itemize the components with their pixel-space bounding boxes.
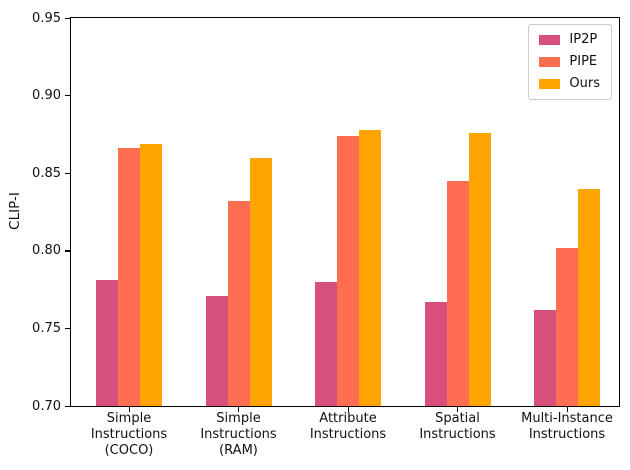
- legend-item-pipe: PIPE: [539, 55, 600, 69]
- bar-ip2p-4: [534, 309, 556, 406]
- x-tick-mark: [238, 406, 240, 412]
- bar-pipe-4: [556, 247, 578, 406]
- x-tick-label: Attribute Instructions: [309, 411, 387, 442]
- x-tick-label: Spatial Instructions: [419, 411, 496, 442]
- bar-pipe-2: [337, 135, 359, 406]
- x-tick-label: Simple Instructions (RAM): [200, 411, 277, 458]
- legend-swatch-pipe: [539, 57, 561, 67]
- y-tick-label: 0.85: [32, 165, 61, 181]
- bar-ip2p-0: [96, 280, 118, 406]
- legend: IP2P PIPE Ours: [528, 24, 612, 100]
- plot-area: IP2P PIPE Ours 0.70 0.75 0.80 0.85 0.90 0.95 Sim…: [32, 11, 620, 458]
- y-tick-label: 0.90: [32, 88, 61, 104]
- y-tick-mark: [65, 327, 71, 330]
- y-tick-mark: [65, 172, 71, 174]
- x-tick-mark: [128, 406, 130, 412]
- legend-label: IP2P: [569, 32, 598, 47]
- bar-pipe-1: [227, 201, 250, 406]
- y-tick-mark: [65, 95, 71, 97]
- bar-ip2p-3: [424, 302, 447, 406]
- y-axis-title: CLIP-I: [7, 192, 23, 230]
- x-tick-label: Multi-Instance Instructions: [521, 411, 613, 442]
- y-tick-label: 0.70: [32, 398, 61, 414]
- y-tick-label: 0.80: [32, 243, 61, 259]
- legend-item-ours: Ours: [539, 77, 600, 91]
- y-tick-mark: [65, 405, 71, 407]
- bar-ours-1: [249, 157, 272, 406]
- bar-ip2p-2: [315, 281, 337, 406]
- x-tick-label: Simple Instructions (COCO): [90, 411, 168, 458]
- y-tick-label: 0.75: [32, 320, 61, 336]
- legend-swatch-ours: [539, 79, 561, 89]
- x-tick-mark: [347, 406, 349, 412]
- bar-pipe-3: [446, 180, 469, 406]
- bar-ours-0: [140, 143, 162, 406]
- legend-label: PIPE: [569, 54, 598, 69]
- x-tick-mark: [566, 406, 568, 412]
- legend-item-ip2p: IP2P: [539, 33, 600, 47]
- x-tick-mark: [457, 406, 459, 412]
- legend-swatch-ip2p: [539, 35, 561, 45]
- bar-ip2p-1: [205, 295, 228, 406]
- y-tick-mark: [65, 17, 71, 19]
- bar-ours-2: [359, 129, 381, 406]
- legend-label: Ours: [569, 76, 600, 91]
- bar-pipe-0: [118, 148, 140, 406]
- y-tick-label: 0.95: [32, 10, 61, 26]
- bar-ours-4: [578, 188, 600, 406]
- y-tick-mark: [65, 250, 71, 252]
- bar-ours-3: [468, 132, 491, 406]
